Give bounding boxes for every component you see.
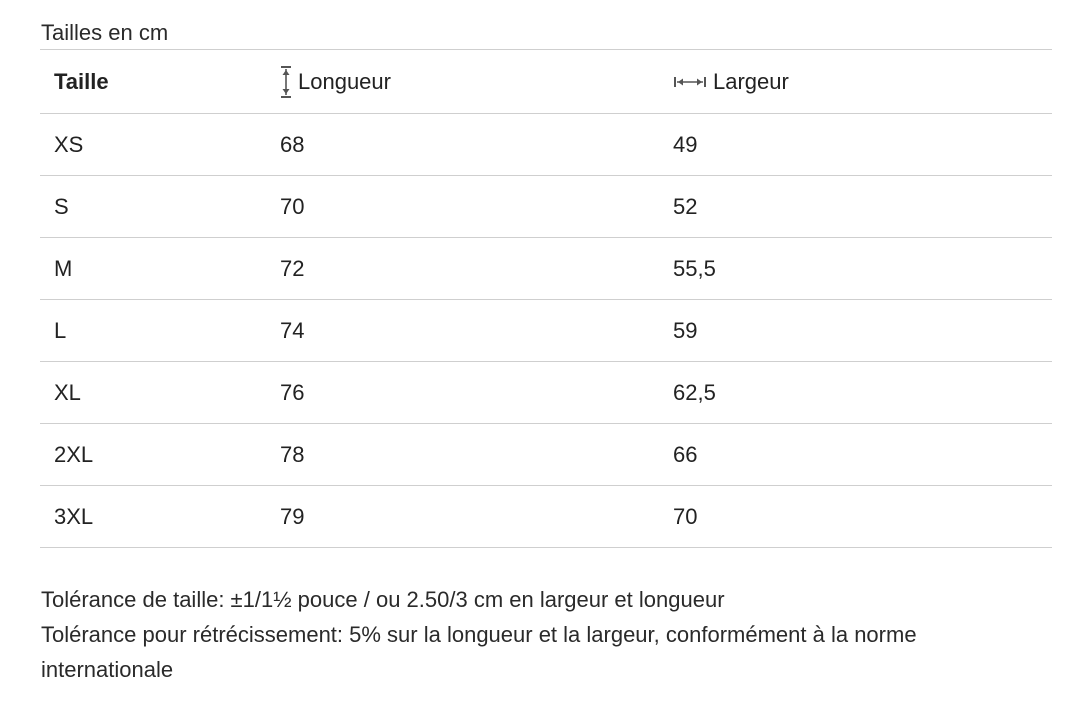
table-row: XS 68 49 — [40, 114, 1052, 176]
size-cell: L — [54, 317, 67, 343]
header-length-label: Longueur — [298, 68, 391, 94]
width-cell: 59 — [673, 317, 698, 343]
length-cell: 68 — [280, 131, 305, 157]
header-size: Taille — [54, 68, 109, 94]
length-cell: 74 — [280, 317, 305, 343]
size-cell: M — [54, 255, 73, 281]
size-cell: S — [54, 193, 69, 219]
shrinkage-tolerance-note: Tolérance pour rétrécissement: 5% sur la… — [41, 622, 917, 682]
table-row: 2XL 78 66 — [40, 424, 1052, 486]
size-cell: 3XL — [54, 503, 94, 529]
horizontal-measure-icon — [673, 76, 707, 88]
length-cell: 79 — [280, 503, 305, 529]
size-cell: XL — [54, 379, 81, 405]
size-cell: XS — [54, 131, 84, 157]
header-width: Largeur — [673, 50, 789, 113]
length-cell: 78 — [280, 441, 305, 467]
header-length: Longueur — [280, 50, 391, 113]
width-cell: 62,5 — [673, 379, 716, 405]
size-table: Taille Longueur — [40, 49, 1052, 548]
header-width-label: Largeur — [713, 68, 789, 94]
width-cell: 55,5 — [673, 255, 716, 281]
length-cell: 70 — [280, 193, 305, 219]
table-row: L 74 59 — [40, 300, 1052, 362]
table-row: XL 76 62,5 — [40, 362, 1052, 424]
width-cell: 70 — [673, 503, 698, 529]
size-tolerance-note: Tolérance de taille: ±1/1½ pouce / ou 2.… — [41, 587, 725, 612]
vertical-measure-icon — [280, 65, 292, 99]
table-row: M 72 55,5 — [40, 238, 1052, 300]
table-header-row: Taille Longueur — [40, 50, 1052, 114]
table-caption: Tailles en cm — [41, 20, 169, 45]
size-cell: 2XL — [54, 441, 94, 467]
table-row: 3XL 79 70 — [40, 486, 1052, 548]
length-cell: 72 — [280, 255, 305, 281]
width-cell: 52 — [673, 193, 698, 219]
width-cell: 66 — [673, 441, 698, 467]
table-row: S 70 52 — [40, 176, 1052, 238]
length-cell: 76 — [280, 379, 305, 405]
notes: Tolérance de taille: ±1/1½ pouce / ou 2.… — [41, 582, 1051, 687]
width-cell: 49 — [673, 131, 698, 157]
